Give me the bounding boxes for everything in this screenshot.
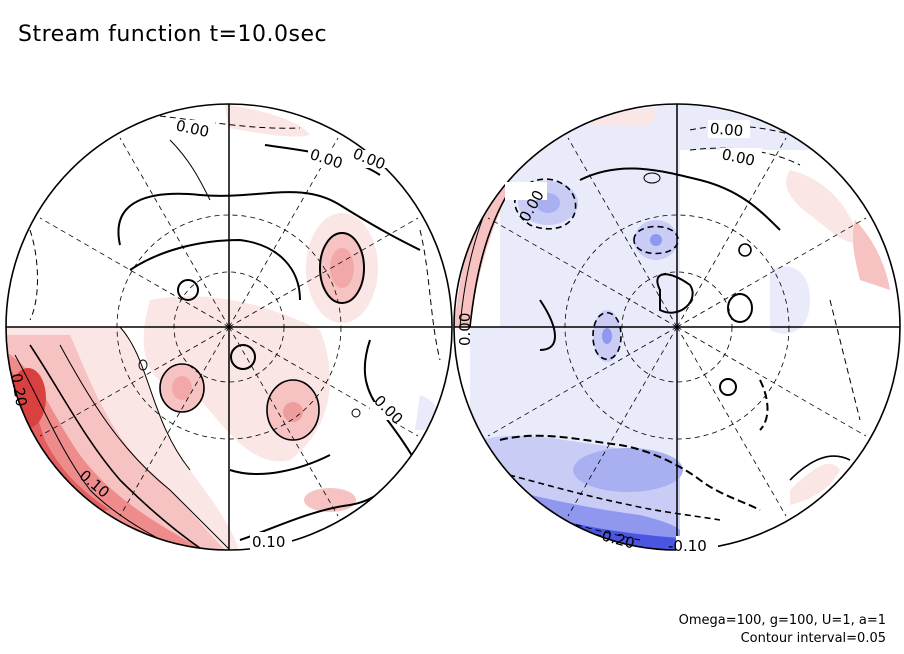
right-shade-se-pink [790,463,840,505]
right-label-5: -0.10 [668,537,707,555]
left-label-2: 0.00 [308,145,345,172]
right-shade-east-light [770,266,810,334]
left-shade-east-blue [415,395,442,430]
left-shade-blob2-core [283,402,303,422]
left-label-4: 0.00 [370,392,406,428]
left-shade-blob1-core [172,376,192,400]
left-label-5: 0.10 [252,533,285,551]
right-shade-top-pink [570,109,660,126]
left-hemisphere: 0.00 0.00 0.00 0.00 0.10 0.10 0.20 [5,103,453,551]
plot-title: Stream function t=10.0sec [18,22,328,47]
right-shade-north-core [650,234,662,246]
right-shade-west-core [602,328,612,344]
right-shade-ne-pink [786,170,860,243]
right-label-4: 0.00 [456,313,474,346]
right-shade-east-pink [852,220,890,290]
right-hemisphere: 0.00 0.00 0.00 0.00 -0.10 -0.20 [453,103,901,555]
left-label-7: 0.20 [7,372,31,408]
right-shade-south-deep [560,520,680,550]
left-shade-east-strong [330,248,354,288]
right-shade-south-blob [573,448,683,492]
left-hemisphere-boundary [5,103,453,551]
left-shade-top [225,104,310,137]
parameter-line: Omega=100, g=100, U=1, a=1 [678,613,886,628]
parameter-notes: Omega=100, g=100, U=1, a=1 Contour inter… [679,612,886,648]
right-label-1: 0.00 [709,119,744,140]
contour-interval-line: Contour interval=0.05 [740,631,886,646]
right-shade-north-light [500,104,680,327]
